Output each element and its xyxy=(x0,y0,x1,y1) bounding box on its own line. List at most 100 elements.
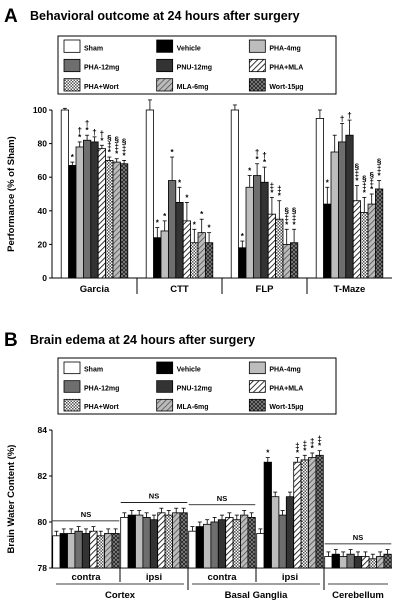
significance-mark: * xyxy=(266,449,270,458)
significance-mark: ‡ xyxy=(362,181,366,190)
bar xyxy=(271,496,280,569)
bar xyxy=(97,148,106,279)
legend-box xyxy=(57,35,337,95)
bar xyxy=(145,109,154,279)
bar xyxy=(353,556,363,569)
significance-mark: † xyxy=(77,126,81,135)
bar xyxy=(59,533,68,569)
significance-mark: ‡ xyxy=(377,165,381,174)
legend-swatch xyxy=(248,78,266,92)
bar xyxy=(188,530,197,569)
legend-label: Vehicle xyxy=(177,367,201,374)
panel-label-b: B xyxy=(4,330,18,351)
bar xyxy=(104,533,113,569)
significance-mark: ‡ xyxy=(277,185,281,194)
significance-mark: * xyxy=(355,177,359,186)
subcategory-label: ipsi xyxy=(146,572,162,583)
significance-mark: * xyxy=(370,185,374,194)
bar xyxy=(157,512,166,569)
legend-swatch xyxy=(63,78,81,92)
bar xyxy=(81,533,91,569)
y-axis-label-b: Brain Water Content (%) xyxy=(6,445,17,554)
bar xyxy=(293,461,302,569)
significance-mark: ‡ xyxy=(107,141,111,150)
significance-mark: * xyxy=(296,449,300,458)
bar xyxy=(204,242,214,279)
y-tick-label: 0 xyxy=(42,273,47,283)
bar xyxy=(331,553,340,569)
y-tick-label: 20 xyxy=(38,239,48,249)
bar xyxy=(352,200,362,279)
legend-swatch xyxy=(63,58,81,73)
legend-label: MLA-6mg xyxy=(177,404,209,411)
bar xyxy=(345,134,354,279)
significance-mark: * xyxy=(318,442,322,451)
significance-mark: † xyxy=(92,128,96,137)
significance-mark: § xyxy=(114,136,119,145)
legend-label: PHA+Wort xyxy=(84,404,119,411)
significance-mark: * xyxy=(363,188,367,197)
bar xyxy=(167,180,177,279)
significance-mark: * xyxy=(123,151,127,160)
bar xyxy=(376,556,385,569)
bar xyxy=(367,203,376,279)
bar xyxy=(315,118,325,279)
subcategory-label: ipsi xyxy=(282,572,298,583)
y-tick-label: 60 xyxy=(38,172,48,182)
subcategory-label: contra xyxy=(71,572,101,583)
legend-swatch xyxy=(63,39,81,53)
significance-mark: * xyxy=(303,446,307,455)
significance-mark: ‡ xyxy=(295,442,299,451)
bar xyxy=(278,514,287,569)
significance-mark: ‡ xyxy=(114,143,118,152)
significance-mark: * xyxy=(311,444,315,453)
bar xyxy=(135,514,144,569)
bar xyxy=(315,454,324,569)
bar xyxy=(360,212,369,279)
category-label: Garcia xyxy=(80,284,110,295)
bar xyxy=(164,514,173,569)
significance-mark: ‡ xyxy=(270,181,274,190)
legend-swatch xyxy=(156,58,174,73)
significance-mark: * xyxy=(208,224,212,233)
significance-mark: * xyxy=(241,232,245,241)
significance-mark: * xyxy=(86,126,90,135)
significance-mark: * xyxy=(115,150,119,159)
bar xyxy=(83,139,92,279)
significance-mark: ‡ xyxy=(355,170,359,179)
bar xyxy=(282,243,291,279)
legend-label: Wort-15µg xyxy=(269,404,303,411)
significance-mark: § xyxy=(377,158,382,167)
significance-mark: † xyxy=(347,111,351,120)
bar xyxy=(247,517,256,569)
bar xyxy=(339,556,348,569)
legend-label: MLA-6mg xyxy=(177,84,209,91)
bar xyxy=(175,201,184,279)
bar xyxy=(263,461,272,569)
legend-label: PHA+MLA xyxy=(269,65,303,72)
legend-swatch xyxy=(63,398,81,412)
ns-label: NS xyxy=(149,491,159,500)
bar xyxy=(267,213,277,279)
legend-swatch xyxy=(248,58,266,73)
ns-label: NS xyxy=(81,510,91,519)
bar xyxy=(111,533,120,569)
bar xyxy=(197,232,206,279)
bar xyxy=(60,109,70,279)
significance-mark: * xyxy=(100,136,104,145)
bar xyxy=(252,175,262,279)
panel-a: A Behavioral outcome at 24 hours after su… xyxy=(4,6,392,295)
significance-mark: † xyxy=(85,119,89,128)
legend-label: PHA-4mg xyxy=(269,367,301,374)
bar xyxy=(289,242,299,279)
ns-label: NS xyxy=(353,533,363,542)
legend-swatch xyxy=(156,380,174,393)
chart-title-a: Behavioral outcome at 24 hours after sur… xyxy=(30,9,300,23)
legend-swatch xyxy=(156,398,174,412)
category-label: T-Maze xyxy=(334,284,366,295)
subcategory-label: contra xyxy=(207,572,237,583)
significance-mark: * xyxy=(326,178,330,187)
bar xyxy=(300,459,309,569)
significance-mark: * xyxy=(193,220,197,229)
